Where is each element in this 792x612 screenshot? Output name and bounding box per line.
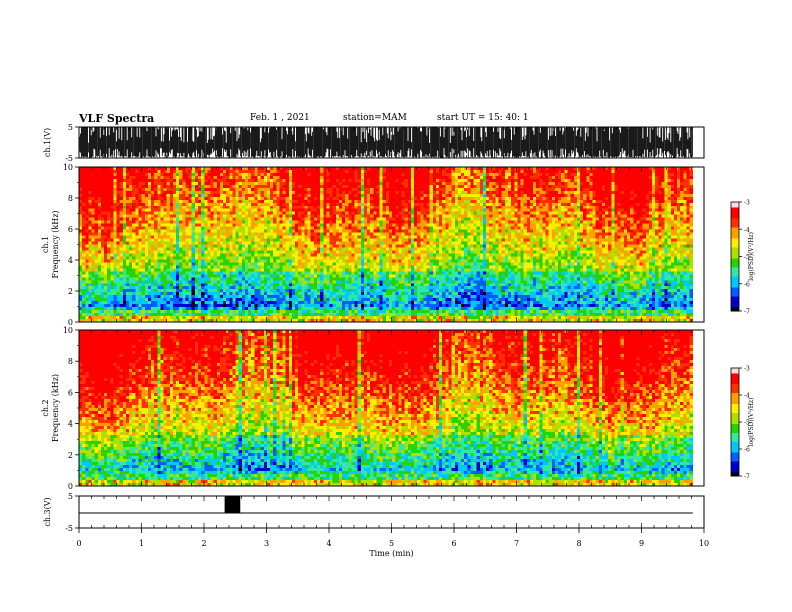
ch2-spectrogram-heatmap xyxy=(79,330,694,487)
ch1-spectrogram-colorbar-tick: -3 xyxy=(744,200,750,207)
ch2-spectrogram-colorbar-tick: -7 xyxy=(744,474,750,481)
ch1-waveform-ytick: -5 xyxy=(65,154,73,163)
ch1-spectrogram-ytick: 2 xyxy=(68,287,73,296)
ch2-spectrogram-ytick: 0 xyxy=(68,482,73,491)
ch3-waveform-ytick: 5 xyxy=(68,492,73,501)
chart-title: VLF Spectra xyxy=(79,112,154,125)
ch3-waveform-ytick: -5 xyxy=(65,524,73,533)
ch1-waveform-ylabel: ch.1(V) xyxy=(43,128,52,157)
ch2-spectrogram-ytick: 2 xyxy=(68,451,73,460)
ch2-spectrogram-ytick: 10 xyxy=(63,326,73,335)
ch1-spectrogram-ytick: 10 xyxy=(63,163,73,172)
ch1-waveform-ytick: 5 xyxy=(68,123,73,132)
ch2-spectrogram-colorbar-tick: -3 xyxy=(744,366,750,373)
ch2-spectrogram-colorbar: -3 -4 -5 -6 -7 log(PSD)(V²/Hz) xyxy=(730,366,755,481)
ch1-spectrogram-ytick: 6 xyxy=(68,225,73,234)
ch1-spectrogram-ylabel: Frequency (kHz) xyxy=(51,210,60,278)
ch2-spectrogram-channel-label: ch.2 xyxy=(41,399,50,416)
ch1-spectrogram-colorbar-tick: -7 xyxy=(744,309,750,316)
ch1-spectrogram-ytick: 8 xyxy=(68,194,73,203)
ch2-spectrogram-colorbar-tick: -4 xyxy=(744,393,750,400)
ch1-spectrogram-heatmap xyxy=(79,167,694,323)
ch1-spectrogram-channel-label: ch.1 xyxy=(41,236,50,253)
ch2-spectrogram-colorbar-tick: -5 xyxy=(744,420,750,427)
ch1-waveform-trace xyxy=(79,127,693,158)
ch1-spectrogram-colorbar-label: log(PSD)(V²/Hz) xyxy=(748,232,755,281)
start-time: start UT = 15: 40: 1 xyxy=(437,113,529,123)
x-axis-tick: 8 xyxy=(576,539,581,548)
ch1-spectrogram-colorbar-tick: -5 xyxy=(744,254,750,261)
ch2-spectrogram-ytick: 6 xyxy=(68,388,73,397)
ch1-spectrogram-ytick: 0 xyxy=(68,318,73,327)
x-axis-tick: 2 xyxy=(201,539,206,548)
recording-date: Feb. 1 , 2021 xyxy=(250,113,310,123)
ch1-spectrogram-colorbar-tick: -6 xyxy=(744,281,750,288)
station-label: station=MAM xyxy=(343,113,407,123)
x-axis-label: Time (min) xyxy=(369,549,413,558)
ch2-spectrogram-colorbar-label: log(PSD)(V²/Hz) xyxy=(748,398,755,447)
x-axis-tick: 1 xyxy=(139,539,144,548)
x-axis-tick: 4 xyxy=(326,539,331,548)
ch3-pulse xyxy=(224,496,241,513)
ch1-spectrogram-colorbar-tick: -4 xyxy=(744,227,750,234)
x-axis-tick: 10 xyxy=(699,539,709,548)
ch1-spectrogram-ytick: 4 xyxy=(68,256,73,265)
ch2-spectrogram-colorbar-tick: -6 xyxy=(744,447,750,454)
x-axis-tick: 9 xyxy=(639,539,644,548)
x-axis-tick: 5 xyxy=(389,539,394,548)
x-axis-tick: 7 xyxy=(514,539,519,548)
x-axis-tick: 6 xyxy=(451,539,456,548)
ch1-spectrogram-colorbar: -3 -4 -5 -6 -7 log(PSD)(V²/Hz) xyxy=(730,200,755,316)
x-axis-tick: 0 xyxy=(76,539,81,548)
ch3-waveform-ylabel: ch.3(V) xyxy=(43,497,52,526)
ch2-spectrogram-ytick: 4 xyxy=(68,420,73,429)
ch2-spectrogram-ylabel: Frequency (kHz) xyxy=(51,374,60,442)
ch2-spectrogram-ytick: 8 xyxy=(68,357,73,366)
x-axis-tick: 3 xyxy=(264,539,269,548)
